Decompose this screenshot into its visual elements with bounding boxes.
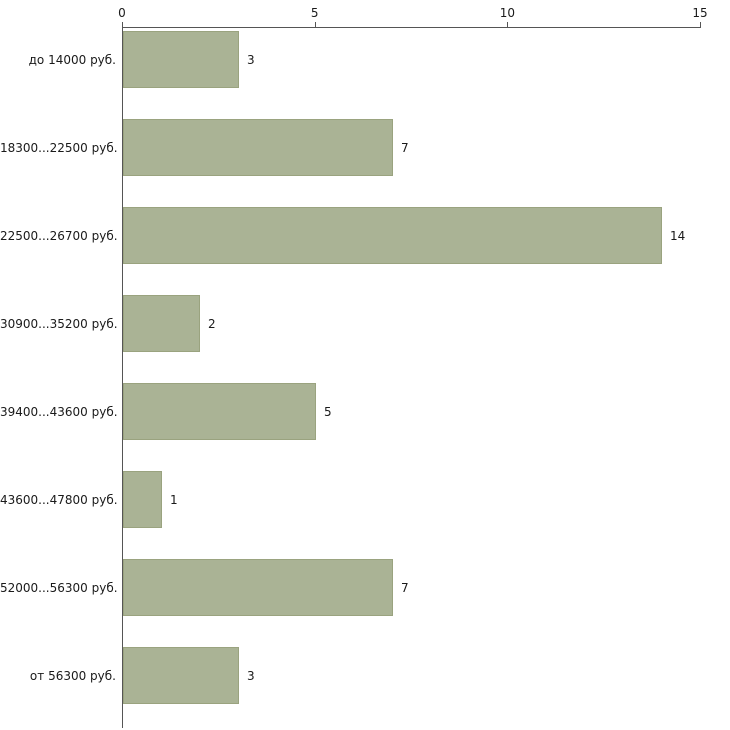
bar-row: 43600...47800 руб. 1	[0, 456, 730, 544]
bar-track: 7	[123, 104, 701, 192]
bar-row: от 56300 руб. 3	[0, 632, 730, 720]
bar-row: 30900...35200 руб. 2	[0, 280, 730, 368]
left-axis-line	[122, 27, 123, 728]
value-label: 7	[401, 141, 409, 155]
category-label: 52000...56300 руб.	[0, 581, 118, 595]
value-label: 5	[324, 405, 332, 419]
category-label: 18300...22500 руб.	[0, 141, 118, 155]
value-label: 3	[247, 53, 255, 67]
bar	[123, 471, 162, 528]
bar	[123, 647, 239, 704]
bar	[123, 295, 200, 352]
bar	[123, 559, 393, 616]
category-label: 43600...47800 руб.	[0, 493, 118, 507]
top-axis-line	[122, 27, 701, 28]
bar-row: 18300...22500 руб. 7	[0, 104, 730, 192]
bar-track: 5	[123, 368, 701, 456]
bar	[123, 31, 239, 88]
bar-row: до 14000 руб. 3	[0, 16, 730, 104]
category-label: 30900...35200 руб.	[0, 317, 118, 331]
bar-track: 7	[123, 544, 701, 632]
value-label: 3	[247, 669, 255, 683]
bar-track: 2	[123, 280, 701, 368]
bar-track: 3	[123, 632, 701, 720]
category-label: 39400...43600 руб.	[0, 405, 118, 419]
bar-track: 3	[123, 16, 701, 104]
category-label: до 14000 руб.	[28, 53, 116, 67]
category-label: от 56300 руб.	[29, 669, 116, 683]
category-label: 22500...26700 руб.	[0, 229, 118, 243]
value-label: 14	[670, 229, 686, 243]
bar-row: 22500...26700 руб. 14	[0, 192, 730, 280]
axis-tick-label: 5	[310, 6, 319, 20]
axis-tick-label: 15	[692, 6, 708, 20]
axis-tick-mark	[122, 22, 123, 27]
bar	[123, 119, 393, 176]
value-label: 2	[208, 317, 216, 331]
bar	[123, 383, 316, 440]
axis-tick-mark	[314, 22, 316, 27]
bar-rows: до 14000 руб. 3 18300...22500 руб. 7 225…	[0, 16, 730, 720]
bar	[123, 207, 662, 264]
axis-tick-label: 10	[499, 6, 515, 20]
axis-tick-mark	[700, 22, 701, 27]
value-label: 7	[401, 581, 409, 595]
axis-tick-label: 0	[118, 6, 126, 20]
bar-track: 14	[123, 192, 701, 280]
value-label: 1	[170, 493, 178, 507]
bar-row: 39400...43600 руб. 5	[0, 368, 730, 456]
bar-row: 52000...56300 руб. 7	[0, 544, 730, 632]
axis-tick-mark	[507, 22, 509, 27]
bar-track: 1	[123, 456, 701, 544]
